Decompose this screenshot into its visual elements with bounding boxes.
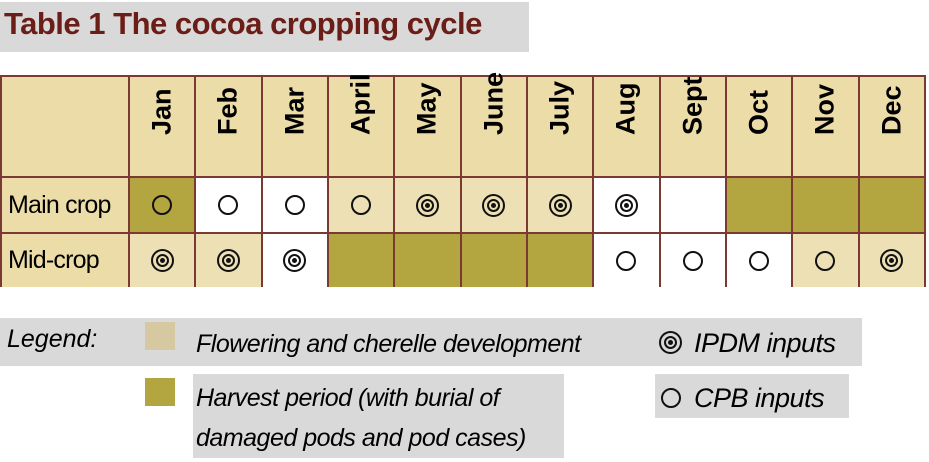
month-header-jan: Jan	[130, 77, 195, 176]
month-label: Jan	[146, 88, 177, 135]
month-header-aug: Aug	[594, 77, 659, 176]
title-band	[0, 2, 529, 52]
month-header-may: May	[395, 77, 460, 176]
table-cell-main-crop-april	[329, 178, 394, 232]
legend-label: Legend:	[7, 325, 98, 353]
ipdm-icon	[283, 249, 307, 272]
legend-band-cpb	[655, 374, 849, 418]
month-header-june: June	[461, 72, 526, 176]
table-cell-mid-crop-april	[329, 234, 394, 287]
ipdm-icon	[150, 249, 174, 272]
month-label: Feb	[212, 86, 243, 135]
ipdm-icon	[880, 249, 904, 272]
cpb-icon	[616, 250, 637, 271]
legend-harvest-line1: Harvest period (with burial of	[196, 384, 500, 412]
table-cell-mid-crop-oct	[727, 234, 792, 287]
cpb-icon	[661, 388, 681, 413]
month-label: Dec	[876, 85, 907, 135]
header-corner-cell	[2, 77, 128, 176]
flowering-swatch	[145, 322, 175, 350]
table-cell-main-crop-mar	[262, 178, 327, 232]
month-label: May	[411, 82, 442, 135]
cpb-icon	[152, 195, 173, 215]
table-cell-mid-crop-nov	[793, 234, 858, 287]
month-header-july: July	[528, 77, 593, 176]
table-cell-mid-crop-dec	[859, 234, 924, 287]
month-label: Oct	[743, 89, 774, 135]
month-header-feb: Feb	[196, 77, 261, 176]
month-header-oct: Oct	[727, 77, 792, 176]
month-label: Nov	[809, 83, 840, 135]
cropping-cycle-table: Jan Feb Mar April May June July Aug Sept Oct Nov De…	[0, 72, 926, 287]
month-header-nov: Nov	[793, 77, 858, 176]
table-cell-main-crop-oct	[727, 178, 792, 232]
legend-ipdm-text: IPDM inputs	[694, 328, 836, 358]
ipdm-icon	[614, 193, 638, 217]
ipdm-icon	[548, 193, 572, 217]
legend-band-top	[0, 318, 862, 366]
table-cell-main-crop-aug	[594, 178, 659, 232]
table-cell-main-crop-nov	[793, 178, 858, 232]
table-cell-main-crop-dec	[859, 178, 924, 232]
month-label: Mar	[279, 86, 310, 135]
table-cell-mid-crop-mar	[262, 234, 327, 287]
cpb-icon	[815, 250, 836, 271]
cpb-icon	[218, 195, 239, 215]
table-cell-mid-crop-sept	[660, 234, 725, 287]
cpb-icon	[682, 250, 703, 271]
table-cell-main-crop-sept	[660, 178, 725, 232]
ipdm-icon	[482, 193, 506, 217]
month-header-dec: Dec	[859, 77, 924, 176]
ipdm-icon	[415, 193, 439, 217]
table-title: Table 1 The cocoa cropping cycle	[4, 6, 482, 41]
month-header-april: April	[329, 73, 394, 176]
table-cell-mid-crop-june	[461, 234, 526, 287]
ipdm-icon	[216, 249, 240, 272]
table-cell-mid-crop-jan	[130, 234, 195, 287]
table-cell-main-crop-may	[395, 178, 460, 232]
legend-harvest-line2: damaged pods and pod cases)	[196, 424, 526, 452]
table-cell-main-crop-june	[461, 178, 526, 232]
cpb-icon	[284, 195, 305, 215]
row-label-main-crop: Main crop	[2, 178, 128, 232]
table-cell-mid-crop-feb	[196, 234, 261, 287]
month-label: April	[345, 73, 376, 135]
month-label: Sept	[677, 76, 708, 135]
month-label: Aug	[610, 82, 641, 135]
cpb-icon	[351, 195, 372, 215]
month-header-sept: Sept	[660, 76, 725, 176]
cpb-icon	[749, 250, 770, 271]
legend-flowering-text: Flowering and cherelle development	[196, 330, 581, 358]
legend-cpb-text: CPB inputs	[694, 383, 825, 413]
month-label: June	[478, 71, 509, 135]
table-cell-main-crop-jan	[130, 178, 195, 232]
table-cell-mid-crop-july	[528, 234, 593, 287]
harvest-swatch	[145, 378, 175, 406]
table-cell-main-crop-feb	[196, 178, 261, 232]
table-cell-main-crop-july	[528, 178, 593, 232]
month-header-mar: Mar	[262, 77, 327, 176]
row-label-mid-crop: Mid-crop	[2, 234, 128, 287]
ipdm-icon	[659, 331, 682, 359]
legend-band-harvest-2	[193, 418, 564, 458]
legend-band-harvest-1	[193, 374, 564, 418]
table-cell-mid-crop-aug	[594, 234, 659, 287]
table-cell-mid-crop-may	[395, 234, 460, 287]
month-label: July	[544, 80, 575, 135]
